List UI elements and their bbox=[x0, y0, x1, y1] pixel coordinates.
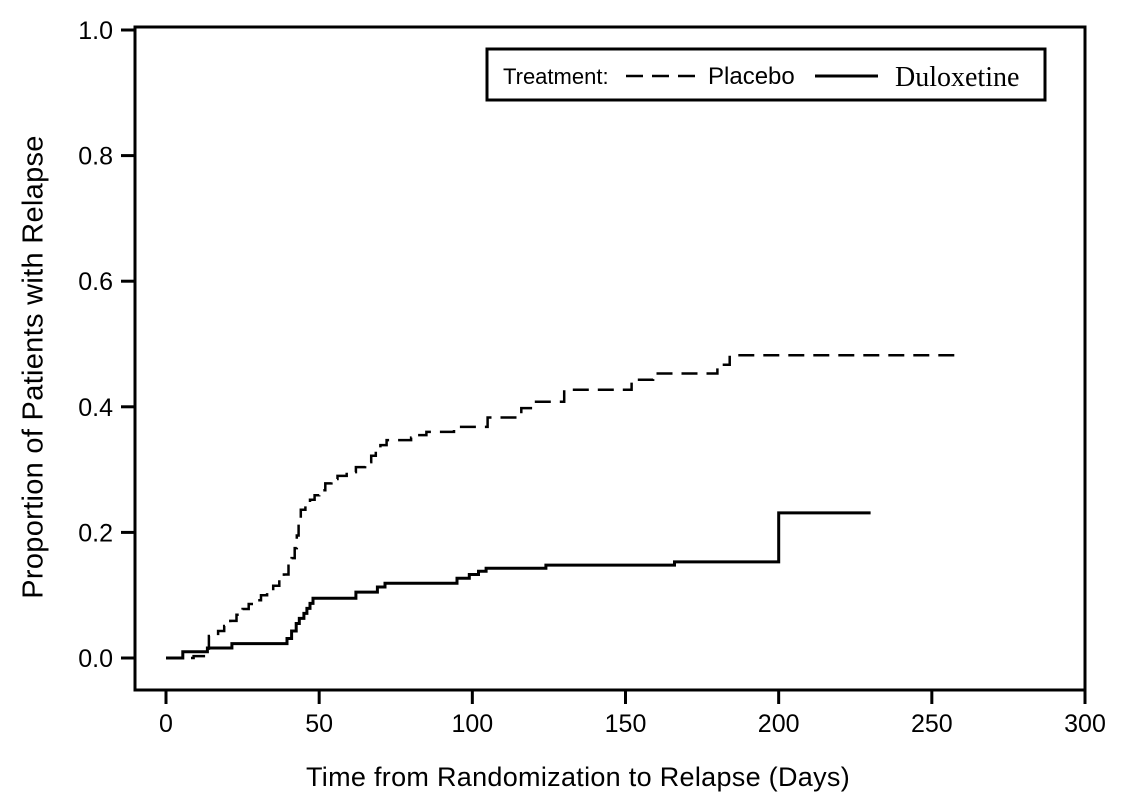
x-tick-label-5: 250 bbox=[911, 710, 953, 738]
y-tick-label-3: 0.6 bbox=[78, 268, 113, 296]
y-tick-label-4: 0.8 bbox=[78, 143, 113, 171]
legend-title: Treatment: bbox=[503, 64, 609, 89]
duloxetine-curve bbox=[166, 511, 871, 660]
x-tick-label-6: 300 bbox=[1064, 710, 1106, 738]
x-tick-label-3: 150 bbox=[605, 710, 647, 738]
plot-frame bbox=[133, 25, 1087, 692]
x-tick-label-1: 50 bbox=[305, 710, 333, 738]
x-tick-label-0: 0 bbox=[159, 710, 173, 738]
y-tick-label-5: 1.0 bbox=[78, 17, 113, 45]
x-axis-title: Time from Randomization to Relapse (Days… bbox=[306, 762, 850, 792]
placebo-curve bbox=[166, 354, 963, 660]
y-tick-label-1: 0.2 bbox=[78, 519, 113, 547]
y-tick-label-0: 0.0 bbox=[78, 645, 113, 673]
y-tick-label-2: 0.4 bbox=[78, 394, 113, 422]
x-tick-label-4: 200 bbox=[758, 710, 800, 738]
legend-duloxetine-label: Duloxetine bbox=[895, 62, 1019, 93]
x-tick-label-2: 100 bbox=[451, 710, 493, 738]
y-axis-title: Proportion of Patients with Relapse bbox=[17, 135, 50, 599]
legend-box bbox=[485, 47, 1047, 102]
legend-placebo-label: Placebo bbox=[708, 63, 795, 90]
